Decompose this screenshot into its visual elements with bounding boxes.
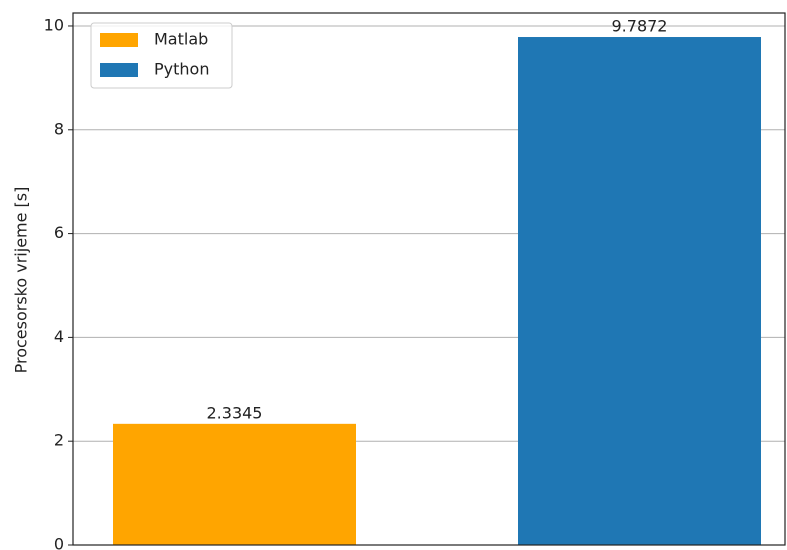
y-tick-label: 4	[54, 327, 64, 346]
legend-label: Python	[154, 60, 209, 79]
y-tick-label: 8	[54, 119, 64, 138]
data-label: 2.3345	[207, 403, 263, 422]
bar	[113, 423, 356, 545]
axes-frame	[72, 12, 786, 546]
legend-label: Matlab	[154, 30, 208, 49]
y-tick-label: 2	[54, 431, 64, 450]
y-tick-label: 6	[54, 223, 64, 242]
y-axis-label: Procesorsko vrijeme [s]	[12, 187, 31, 374]
y-tick-label: 10	[44, 15, 64, 34]
data-label: 9.7872	[612, 17, 668, 36]
bar	[518, 37, 761, 546]
legend-swatch	[100, 33, 138, 47]
legend-swatch	[100, 63, 138, 77]
y-tick-label: 0	[54, 535, 64, 550]
